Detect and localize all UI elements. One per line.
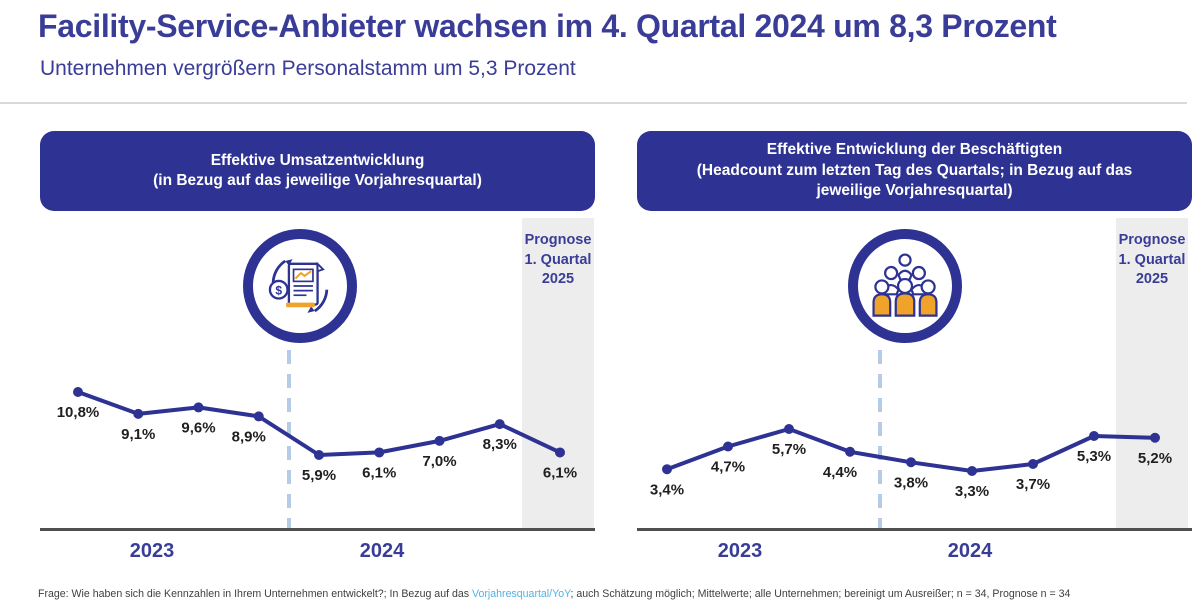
data-point-label: 3,3% <box>955 483 989 500</box>
year-label-2024: 2024 <box>359 540 405 562</box>
data-point-label: 3,8% <box>894 474 928 491</box>
data-point <box>662 464 672 475</box>
data-point <box>193 402 204 413</box>
data-point-label: 4,7% <box>711 459 745 476</box>
data-point <box>784 424 794 434</box>
data-point-label: 4,4% <box>823 464 857 481</box>
line-series-0: 10,8%9,1% 9,6%8,9%5,9% 6,1%7,0%8,3%6,1% <box>57 387 577 484</box>
year-label-2024: 2024 <box>947 540 993 562</box>
x-axis <box>637 528 1192 531</box>
page-subtitle: Unternehmen vergrößern Personalstamm um … <box>40 57 576 80</box>
data-point <box>434 435 445 446</box>
data-point <box>906 457 916 468</box>
data-point-label: 10,8% <box>57 404 100 421</box>
revenue-chart-header: Effektive Umsatzentwicklung (in Bezug au… <box>40 131 595 211</box>
data-point <box>374 447 385 458</box>
data-point-label: 9,6% <box>181 419 215 436</box>
page-title: Facility-Service-Anbieter wachsen im 4. … <box>38 8 1057 44</box>
employees-icon-badge <box>848 229 962 343</box>
data-point-label: 9,1% <box>121 426 155 443</box>
year-separator-dashed-line <box>287 350 291 528</box>
forecast-label: Prognose 1. Quartal 2025 <box>1118 232 1186 288</box>
data-point-label: 5,7% <box>772 441 806 458</box>
title-divider <box>0 102 1187 104</box>
data-point <box>723 441 733 452</box>
data-point <box>253 411 264 422</box>
data-point <box>967 466 977 476</box>
dollar-coin-icon <box>268 279 289 300</box>
footnote-text: Frage: Wie haben sich die Kennzahlen in … <box>38 588 473 600</box>
data-point <box>1089 431 1099 441</box>
revenue-document-icon: $ <box>268 259 329 313</box>
data-point <box>845 446 855 457</box>
forecast-column: Prognose 1. Quartal 2025 <box>522 218 594 529</box>
footnote-link[interactable]: Vorjahresquartal/YoY <box>472 588 571 600</box>
data-point <box>494 419 505 430</box>
data-point-label: 7,0% <box>422 453 456 470</box>
trend-line <box>76 390 562 457</box>
year-label-2023: 2023 <box>129 540 175 562</box>
forecast-column: Prognose 1. Quartal 2025 <box>1116 218 1188 529</box>
employees-chart-header: Effektive Entwicklung der Beschäftigten … <box>637 131 1192 211</box>
employees-group-icon <box>872 253 938 317</box>
data-point <box>133 408 144 419</box>
revenue-icon-badge: $ <box>243 229 357 343</box>
forecast-label: Prognose 1. Quartal 2025 <box>524 232 592 288</box>
year-separator-dashed-line <box>878 350 882 528</box>
footnote: Frage: Wie haben sich die Kennzahlen in … <box>38 588 1188 600</box>
data-point-label: 5,3% <box>1077 448 1111 465</box>
data-point <box>1028 459 1038 469</box>
x-axis <box>40 528 595 531</box>
data-point-label: 8,9% <box>232 428 266 445</box>
line-series-1: 3,4%4,7%5,7%4,4%3,8%3,3% 3,7%5,3% 5,2% <box>650 424 1172 500</box>
data-point <box>314 450 324 461</box>
trend-line <box>665 427 1157 473</box>
data-point <box>73 387 83 397</box>
data-point-label: 5,9% <box>302 467 336 484</box>
data-point-label: 6,1% <box>362 464 396 481</box>
data-point-label: 3,4% <box>650 481 684 498</box>
data-point-label: 3,7% <box>1016 476 1050 493</box>
svg-text:$: $ <box>275 283 282 297</box>
footnote-text: ; auch Schätzung möglich; Mittelwerte; a… <box>570 588 1071 600</box>
data-point-label: 8,3% <box>483 436 517 453</box>
year-label-2023: 2023 <box>717 540 763 562</box>
